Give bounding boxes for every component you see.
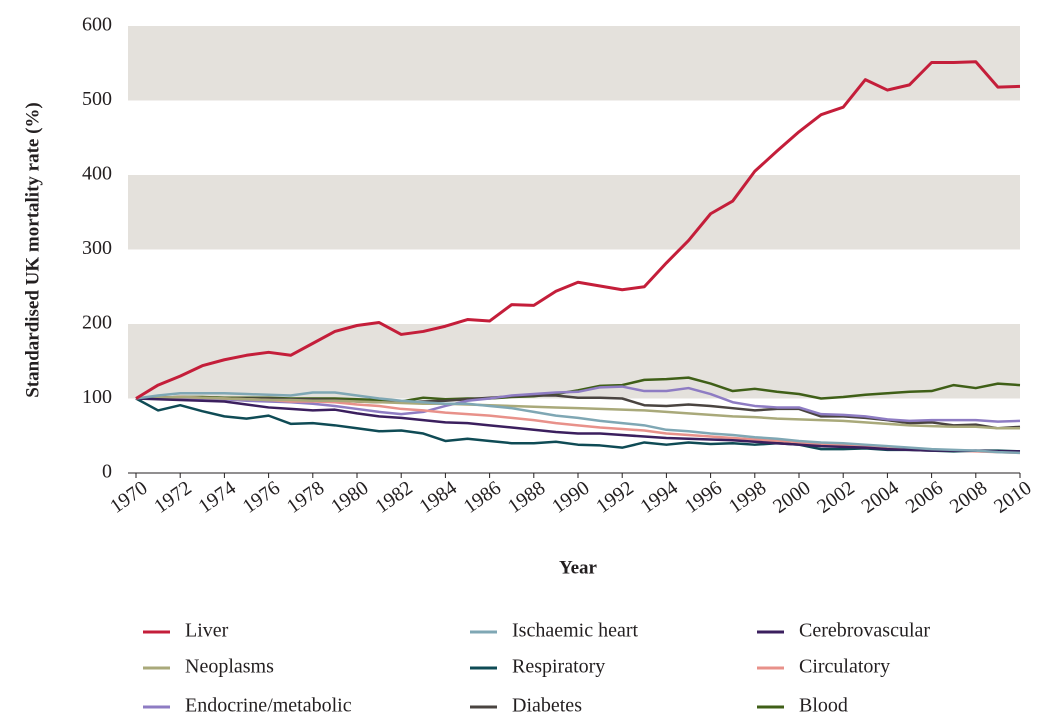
y-tick-label: 600 [82, 14, 112, 36]
y-tick-label: 300 [82, 237, 112, 259]
x-tick-label: 2004 [858, 477, 903, 518]
x-tick-label: 1988 [504, 477, 549, 518]
legend-label: Neoplasms [185, 656, 274, 678]
y-tick-label: 200 [82, 312, 112, 334]
grid-band [128, 26, 1020, 101]
x-tick-label: 2006 [902, 477, 947, 518]
x-axis-title: Year [559, 557, 598, 578]
x-tick-label: 2010 [990, 477, 1035, 518]
y-axis-title: Standardised UK mortality rate (%) [22, 102, 43, 398]
grid-band [128, 175, 1020, 250]
x-tick-label: 1980 [327, 477, 372, 518]
legend-label: Respiratory [512, 656, 605, 678]
series-line [135, 395, 1020, 430]
x-tick-label: 2000 [769, 477, 814, 518]
x-tick-label: 1998 [725, 477, 770, 518]
legend-label: Blood [799, 695, 848, 717]
x-tick-label: 1994 [637, 477, 682, 518]
x-tick-label: 1992 [592, 477, 637, 518]
bands [128, 26, 1020, 399]
grid-band [128, 324, 1020, 399]
legend-label: Circulatory [799, 656, 890, 678]
x-tick-label: 1996 [681, 477, 726, 518]
y-tick-label: 100 [82, 386, 112, 408]
x-tick-label: 1982 [371, 477, 416, 518]
series-line [135, 391, 1021, 455]
series-line [135, 397, 1020, 453]
legend-label: Ischaemic heart [512, 620, 638, 642]
x-tick-label: 1974 [195, 477, 240, 518]
y-tick-label: 400 [82, 163, 112, 185]
x-tick-label: 2008 [946, 477, 991, 518]
y-tick-label: 500 [82, 88, 112, 110]
series-line [135, 60, 1021, 400]
legend-label: Diabetes [512, 695, 582, 717]
x-tick-label: 1984 [416, 477, 461, 518]
x-tick-label: 2002 [813, 477, 858, 518]
lines [135, 60, 1021, 455]
y-tick-label: 0 [102, 461, 112, 483]
legend-label: Liver [185, 620, 229, 642]
legend-label: Cerebrovascular [799, 620, 930, 642]
x-tick-label: 1976 [239, 477, 284, 518]
x-tick-label: 1986 [460, 477, 505, 518]
legend-label: Endocrine/metabolic [185, 695, 352, 717]
x-tick-label: 1978 [283, 477, 328, 518]
x-tick-label: 1970 [106, 477, 151, 518]
x-tick-label: 1972 [150, 477, 195, 518]
x-tick-label: 1990 [548, 477, 593, 518]
